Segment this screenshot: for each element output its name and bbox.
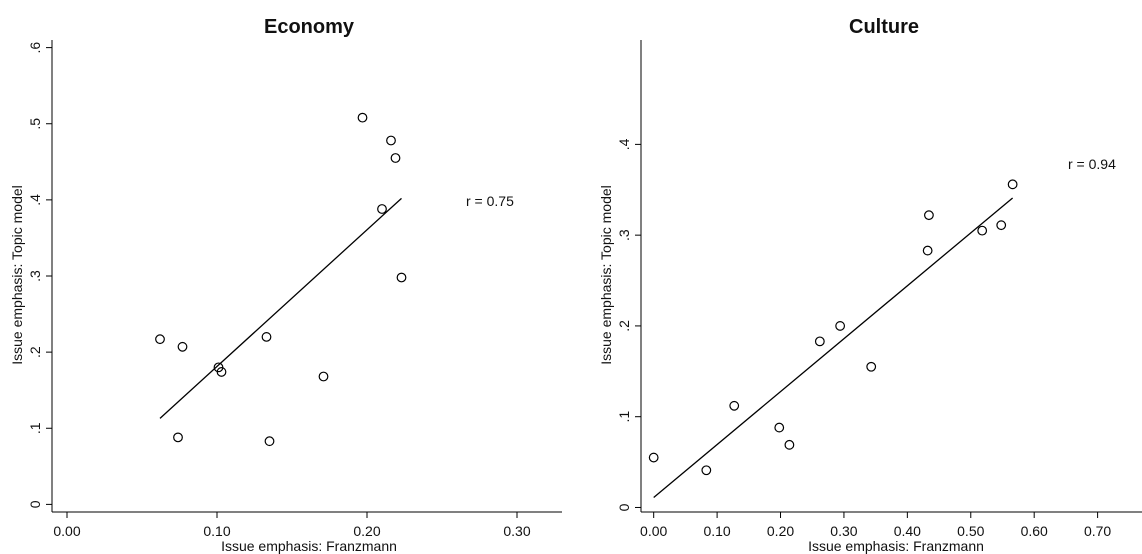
economy-x-tick-label: 0.30 [503, 523, 530, 539]
culture-points [648, 179, 1018, 476]
culture-data-point [922, 245, 933, 256]
economy-x-ticks: 0.00 0.10 0.20 0.30 [53, 512, 531, 539]
economy-x-label: Issue emphasis: Franzmann [221, 538, 397, 554]
culture-y-tick-label: 0 [616, 503, 632, 511]
culture-title: Culture [849, 16, 919, 38]
economy-data-point [155, 334, 165, 345]
culture-x-tick-label: 0.30 [830, 523, 857, 539]
culture-y-tick-label: .3 [616, 229, 632, 241]
culture-data-point [835, 321, 846, 331]
culture-x-tick-label: 0.10 [703, 523, 730, 539]
culture-x-label: Issue emphasis: Franzmann [808, 538, 984, 554]
culture-fit-line [653, 197, 1014, 498]
culture-y-label: Issue emphasis: Topic model [598, 185, 614, 365]
culture-data-point [701, 465, 712, 476]
culture-x-tick-label: 0.50 [957, 523, 984, 539]
culture-data-point [648, 452, 659, 463]
culture-y-tick-label: .4 [616, 138, 632, 150]
culture-x-tick-label: 0.70 [1084, 523, 1111, 539]
economy-data-point [386, 135, 396, 146]
culture-correlation: r = 0.94 [1068, 156, 1116, 172]
economy-correlation: r = 0.75 [466, 193, 514, 209]
culture-data-point [996, 220, 1007, 231]
economy-fit-line [159, 197, 402, 419]
culture-panel: Culture 0.00 0.10 0.20 0.30 0.40 0.50 0.60 0.70… [598, 16, 1142, 554]
economy-data-point [357, 112, 368, 123]
culture-y-tick-label: .1 [616, 411, 632, 423]
economy-data-point [177, 341, 188, 352]
culture-x-tick-label: 0.40 [894, 523, 921, 539]
culture-data-point [866, 361, 877, 372]
culture-x-ticks: 0.00 0.10 0.20 0.30 0.40 0.50 0.60 0.70 [640, 512, 1111, 539]
culture-data-point [1007, 179, 1018, 190]
economy-data-point [261, 332, 272, 342]
economy-data-point [377, 204, 387, 214]
economy-y-tick-label: .5 [27, 118, 43, 130]
culture-data-point [814, 336, 825, 347]
culture-x-tick-label: 0.00 [640, 523, 667, 539]
culture-y-tick-label: .2 [616, 320, 632, 332]
economy-y-tick-label: .3 [27, 270, 43, 282]
economy-y-tick-label: .4 [27, 194, 43, 206]
economy-data-point [264, 436, 275, 447]
economy-y-ticks: 0 .1 .2 .3 .4 .5 .6 [27, 42, 52, 508]
economy-data-point [173, 432, 183, 443]
culture-data-point [729, 400, 740, 411]
culture-data-point [784, 439, 795, 450]
economy-y-tick-label: .1 [27, 422, 43, 434]
economy-data-point [390, 153, 401, 163]
economy-x-tick-label: 0.00 [53, 523, 80, 539]
economy-points [155, 112, 407, 447]
economy-title: Economy [264, 16, 355, 38]
economy-panel: Economy 0.00 0.10 0.20 0.30 0 .1 .2 .3 .4 .5 .6 I… [9, 16, 562, 554]
economy-y-label: Issue emphasis: Topic model [9, 185, 25, 365]
economy-data-point [216, 367, 227, 377]
culture-x-tick-label: 0.20 [767, 523, 794, 539]
culture-data-point [977, 225, 988, 236]
economy-y-tick-label: 0 [27, 500, 43, 508]
economy-y-tick-label: .6 [27, 42, 43, 54]
culture-data-point [924, 210, 934, 221]
economy-y-tick-label: .2 [27, 346, 43, 358]
culture-x-tick-label: 0.60 [1021, 523, 1048, 539]
economy-data-point [396, 272, 407, 283]
economy-data-point [318, 371, 329, 382]
economy-x-tick-label: 0.10 [203, 523, 230, 539]
economy-x-tick-label: 0.20 [353, 523, 380, 539]
culture-y-ticks: 0 .1 .2 .3 .4 [616, 138, 641, 511]
culture-data-point [774, 422, 785, 433]
